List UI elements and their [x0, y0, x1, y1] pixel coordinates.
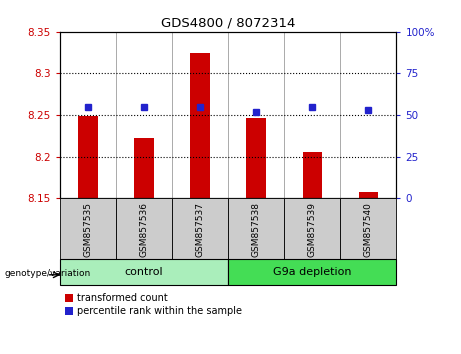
Bar [228, 259, 396, 285]
Text: GSM857538: GSM857538 [252, 202, 261, 257]
Bar [302, 152, 322, 198]
Bar [60, 259, 228, 285]
Bar [284, 198, 340, 260]
Title: GDS4800 / 8072314: GDS4800 / 8072314 [161, 16, 296, 29]
Text: GSM857539: GSM857539 [308, 202, 317, 257]
Bar [190, 53, 210, 198]
Text: GSM857536: GSM857536 [140, 202, 148, 257]
Bar [247, 118, 266, 198]
Text: G9a depletion: G9a depletion [273, 267, 352, 277]
Bar [359, 192, 378, 198]
Text: GSM857537: GSM857537 [195, 202, 205, 257]
Bar [228, 198, 284, 260]
Bar [134, 138, 154, 198]
Bar [60, 198, 116, 260]
Bar [78, 116, 98, 198]
Bar [172, 198, 228, 260]
Text: GSM857540: GSM857540 [364, 202, 373, 257]
Legend: transformed count, percentile rank within the sample: transformed count, percentile rank withi… [65, 293, 242, 316]
Bar [340, 198, 396, 260]
Text: GSM857535: GSM857535 [83, 202, 93, 257]
Text: genotype/variation: genotype/variation [5, 269, 91, 278]
Text: control: control [125, 267, 163, 277]
Bar [116, 198, 172, 260]
